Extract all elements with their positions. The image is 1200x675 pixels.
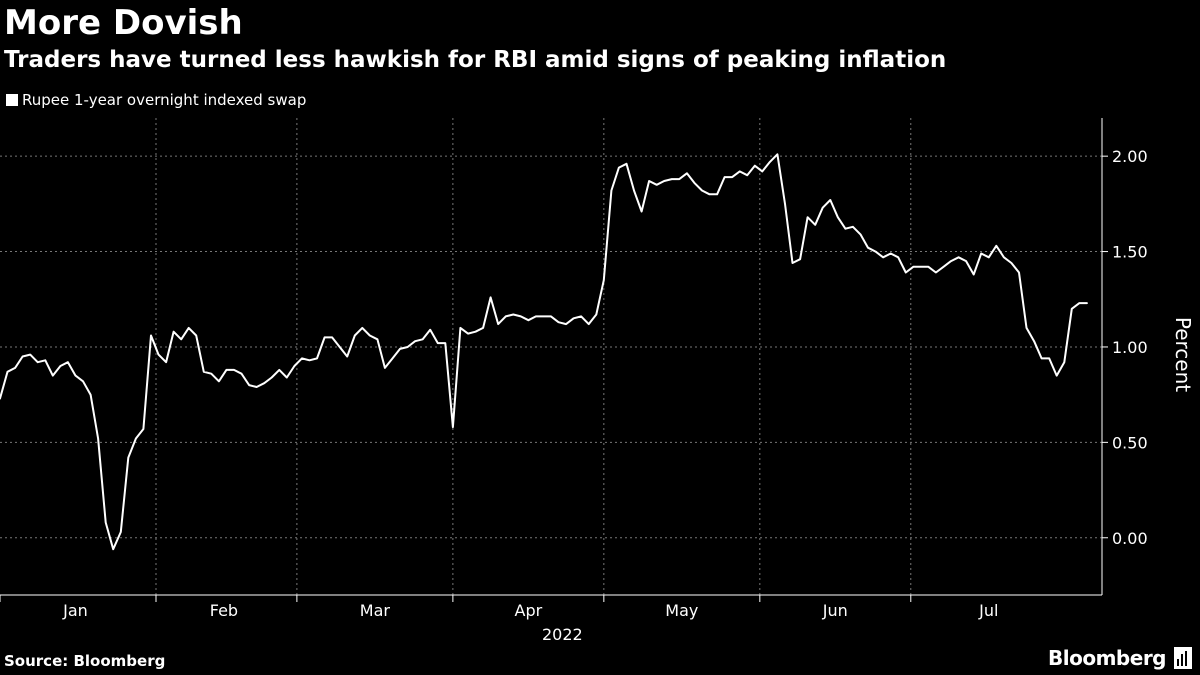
y-tick-label: 1.50 — [1112, 243, 1148, 262]
legend-label: Rupee 1-year overnight indexed swap — [22, 91, 307, 109]
y-tick-label: 1.00 — [1112, 338, 1148, 357]
y-tick-label: 0.50 — [1112, 433, 1148, 452]
source-note: Source: Bloomberg — [4, 652, 166, 670]
x-tick-label: Jan — [62, 601, 88, 620]
series-line-ois — [0, 153, 1088, 551]
x-tick-label: May — [665, 601, 698, 620]
chart-title: More Dovish — [4, 3, 243, 43]
x-tick-label: Feb — [210, 601, 238, 620]
legend-swatch — [6, 94, 18, 106]
y-tick-label: 0.00 — [1112, 529, 1148, 548]
brand-name: Bloomberg — [1048, 646, 1166, 670]
x-tick-label: Jun — [822, 601, 848, 620]
brand: Bloomberg — [1048, 643, 1192, 673]
y-tick-label: 2.00 — [1112, 147, 1148, 166]
x-tick-label: Apr — [515, 601, 543, 620]
bloomberg-terminal-icon — [1174, 647, 1192, 669]
x-tick-label: Mar — [360, 601, 391, 620]
legend: Rupee 1-year overnight indexed swap — [6, 90, 306, 110]
x-tick-label: Jul — [978, 601, 998, 620]
y-axis-title: Percent — [1171, 317, 1195, 392]
x-axis-year-label: 2022 — [542, 625, 583, 644]
chart-subtitle: Traders have turned less hawkish for RBI… — [4, 47, 947, 73]
